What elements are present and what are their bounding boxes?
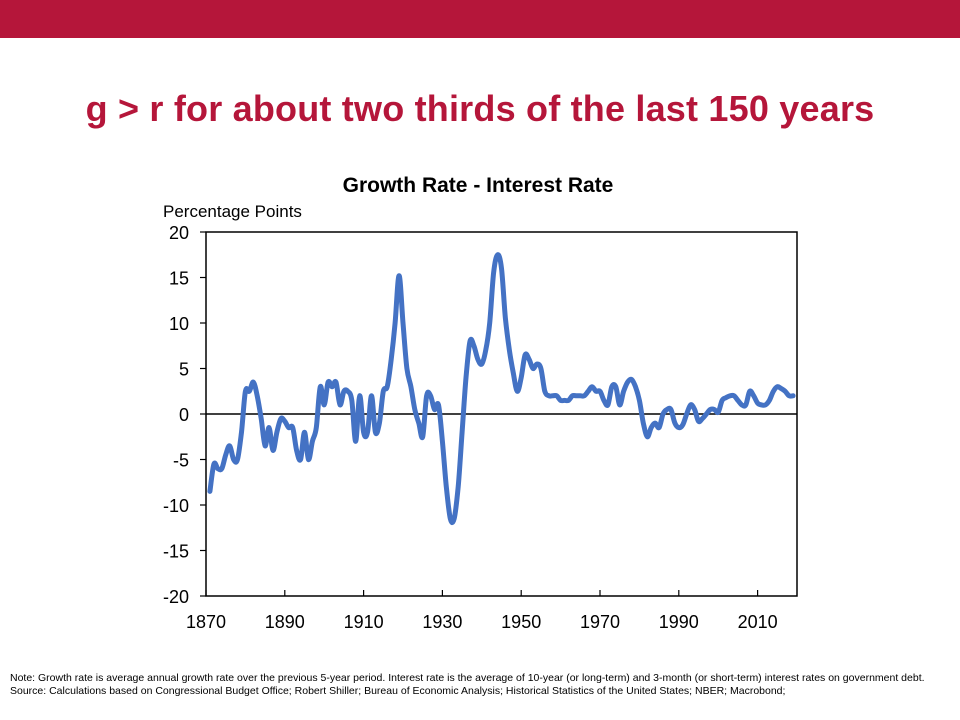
- y-tick-label: -15: [163, 542, 189, 562]
- y-tick-label: -20: [163, 587, 189, 607]
- y-tick-label: 20: [169, 223, 189, 243]
- y-axis-ticks: 20 15 10 5 0 -5 -10 -15 -20: [163, 223, 206, 607]
- y-axis-label: Percentage Points: [163, 202, 302, 221]
- x-tick-label: 1950: [501, 612, 541, 632]
- y-tick-label: 15: [169, 269, 189, 289]
- x-tick-label: 1930: [422, 612, 462, 632]
- slide-title: g > r for about two thirds of the last 1…: [85, 88, 875, 129]
- footnotes: Note: Growth rate is average annual grow…: [10, 672, 950, 697]
- y-tick-label: -5: [173, 451, 189, 471]
- note-text: Note: Growth rate is average annual grow…: [10, 672, 925, 684]
- x-tick-label: 1890: [265, 612, 305, 632]
- y-tick-label: -10: [163, 496, 189, 516]
- top-accent-bar: [0, 0, 960, 38]
- series-line-growth-minus-interest: [207, 252, 796, 526]
- chart-title: Growth Rate - Interest Rate: [343, 174, 614, 197]
- y-tick-label: 5: [179, 360, 189, 380]
- x-tick-label: 1970: [580, 612, 620, 632]
- x-tick-label: 1990: [659, 612, 699, 632]
- x-tick-label: 1870: [186, 612, 226, 632]
- x-tick-label: 2010: [738, 612, 778, 632]
- growth-interest-chart: Growth Rate - Interest Rate Percentage P…: [163, 174, 798, 632]
- y-tick-label: 0: [179, 405, 189, 425]
- x-axis-ticks: 1870 1890 1910 1930 1950 1970 1990 2010: [186, 590, 778, 632]
- y-tick-label: 10: [169, 314, 189, 334]
- plot-area-frame: [205, 231, 798, 597]
- x-tick-label: 1910: [344, 612, 384, 632]
- source-text: Source: Calculations based on Congressio…: [10, 684, 786, 697]
